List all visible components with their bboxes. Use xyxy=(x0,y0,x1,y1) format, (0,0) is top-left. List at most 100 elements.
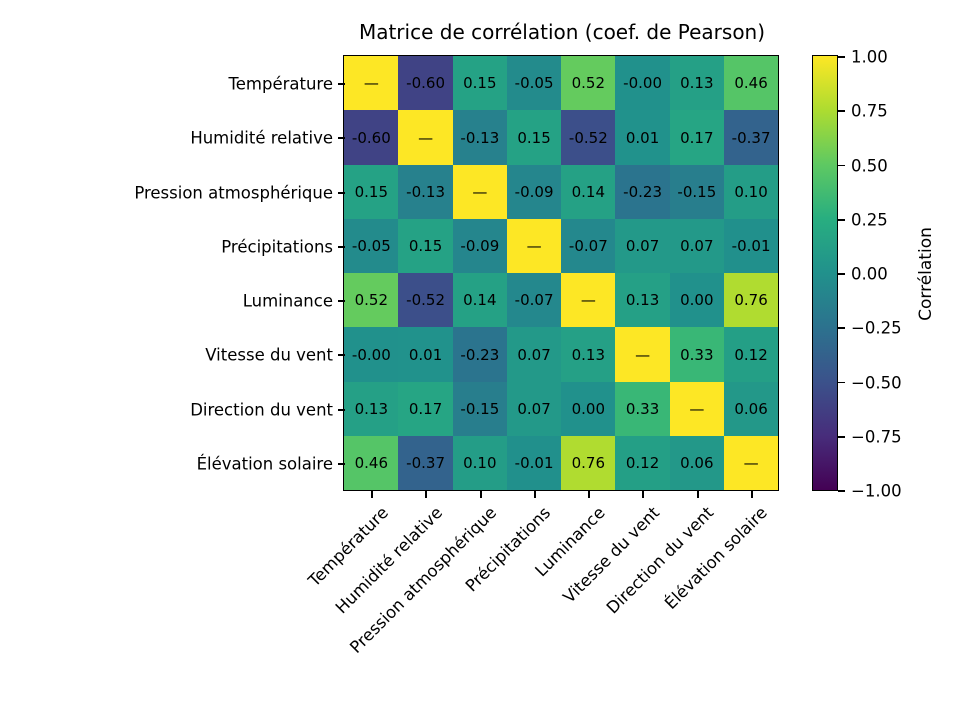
heatmap-cell: 0.06 xyxy=(723,381,779,436)
cell-value: 0.15 xyxy=(517,128,551,147)
y-tick-label: Vitesse du vent xyxy=(205,345,333,365)
heatmap-cell: -0.07 xyxy=(506,273,562,328)
colorbar-tick-mark xyxy=(838,435,845,438)
colorbar-tick-label: −0.75 xyxy=(851,427,902,447)
heatmap-cell: 0.14 xyxy=(561,164,616,219)
x-tick-mark xyxy=(479,491,482,498)
cell-value: 0.46 xyxy=(354,454,389,473)
colorbar-tick-label: 0.75 xyxy=(851,101,888,121)
heatmap-cell: 0.13 xyxy=(669,56,724,111)
heatmap-cell: -0.37 xyxy=(723,110,779,165)
cell-value: 0.13 xyxy=(354,399,389,418)
heatmap-cell: 0.15 xyxy=(344,164,399,219)
cell-value: 0.12 xyxy=(734,345,768,364)
colorbar-tick-mark xyxy=(838,381,845,384)
y-tick-label: Humidité relative xyxy=(190,128,333,148)
cell-value: -0.09 xyxy=(514,182,554,201)
colorbar-tick-label: −0.50 xyxy=(851,373,902,392)
x-tick-mark xyxy=(371,491,374,498)
heatmap-cell: 0.52 xyxy=(561,56,616,111)
y-tick-mark xyxy=(338,462,345,465)
heatmap-cell: 0.33 xyxy=(669,327,724,382)
heatmap-cell: 0.10 xyxy=(452,435,507,491)
heatmap-cell: — xyxy=(344,56,399,111)
cell-value: -0.52 xyxy=(406,291,445,310)
cell-value: 0.06 xyxy=(680,454,714,473)
y-tick-label: Précipitations xyxy=(221,237,333,257)
heatmap-cell: -0.00 xyxy=(615,56,670,111)
heatmap-cell: -0.09 xyxy=(452,218,507,274)
heatmap-cell: 0.52 xyxy=(344,273,399,328)
colorbar-tick-mark xyxy=(838,56,845,58)
heatmap-cell: — xyxy=(452,164,507,219)
colorbar xyxy=(812,55,839,492)
cell-value: -0.05 xyxy=(514,74,554,93)
heatmap-cell: — xyxy=(398,110,453,165)
heatmap-cell: 0.10 xyxy=(723,164,779,219)
cell-value: -0.07 xyxy=(568,237,608,256)
cell-value: -0.37 xyxy=(731,128,771,147)
cell-value: -0.00 xyxy=(351,345,391,364)
colorbar-tick-label: 0.50 xyxy=(851,156,888,175)
cell-value: -0.15 xyxy=(677,182,717,201)
heatmap-cell: 0.00 xyxy=(561,381,616,436)
cell-value: 0.14 xyxy=(463,291,497,310)
heatmap-cell: -0.13 xyxy=(398,164,453,219)
colorbar-tick-mark xyxy=(838,164,845,167)
heatmap-cell: 0.12 xyxy=(723,327,779,382)
cell-value: -0.07 xyxy=(514,291,554,310)
cell-value: 0.76 xyxy=(571,454,606,473)
colorbar-tick-mark xyxy=(838,273,845,275)
cell-value: 0.33 xyxy=(680,345,714,364)
x-tick-mark xyxy=(642,491,645,498)
y-tick-mark xyxy=(338,245,345,248)
heatmap-cell: 0.07 xyxy=(615,218,670,274)
heatmap-cell: — xyxy=(669,381,724,436)
heatmap-grid: — -0.60 0.15 -0.05 0.52 -0.00 0.13 0.46 -0.60 — -0… xyxy=(343,55,780,492)
heatmap-cell: 0.13 xyxy=(561,327,616,382)
cell-value: -0.23 xyxy=(460,345,500,364)
heatmap-cell: 0.17 xyxy=(669,110,724,165)
cell-value: 0.07 xyxy=(680,237,714,256)
cell-value: — xyxy=(580,291,596,310)
heatmap-cell: 0.17 xyxy=(398,381,453,436)
cell-value: -0.52 xyxy=(568,128,608,147)
cell-value: -0.01 xyxy=(514,454,554,473)
x-tick-mark xyxy=(588,491,591,498)
heatmap-cell: -0.15 xyxy=(452,381,507,436)
cell-value: 0.15 xyxy=(408,237,443,256)
chart-title: Matrice de corrélation (coef. de Pearson… xyxy=(358,20,766,44)
y-tick-label: Direction du vent xyxy=(190,400,333,420)
heatmap-cell: 0.07 xyxy=(506,327,562,382)
cell-value: 0.00 xyxy=(680,291,714,310)
cell-value: -0.05 xyxy=(351,237,391,256)
cell-value: 0.01 xyxy=(408,345,443,364)
cell-value: -0.09 xyxy=(460,237,500,256)
cell-value: 0.10 xyxy=(734,182,768,201)
x-tick-label: Vitesse du vent xyxy=(559,503,663,607)
colorbar-tick-mark xyxy=(838,218,845,221)
cell-value: — xyxy=(472,182,488,201)
heatmap-cell: — xyxy=(561,273,616,328)
heatmap-cell: -0.13 xyxy=(452,110,507,165)
cell-value: -0.01 xyxy=(731,237,771,256)
cell-value: 0.76 xyxy=(734,291,768,310)
heatmap-cell: -0.37 xyxy=(398,435,453,491)
heatmap-cell: 0.13 xyxy=(615,273,670,328)
colorbar-tick-label: 0.00 xyxy=(851,264,888,284)
heatmap-cell: 0.15 xyxy=(506,110,562,165)
cell-value: 0.52 xyxy=(354,291,389,310)
heatmap-cell: 0.07 xyxy=(669,218,724,274)
cell-value: -0.60 xyxy=(406,74,445,93)
heatmap-cell: -0.52 xyxy=(398,273,453,328)
cell-value: 0.01 xyxy=(625,128,660,147)
heatmap-cell: 0.13 xyxy=(344,381,399,436)
y-tick-mark xyxy=(338,137,345,140)
cell-value: 0.15 xyxy=(354,182,389,201)
heatmap-cell: -0.05 xyxy=(506,56,562,111)
heatmap-cell: 0.33 xyxy=(615,381,670,436)
heatmap-cell: — xyxy=(723,435,779,491)
colorbar-tick-mark xyxy=(838,327,845,330)
heatmap-cell: 0.01 xyxy=(398,327,453,382)
cell-value: 0.13 xyxy=(571,345,606,364)
